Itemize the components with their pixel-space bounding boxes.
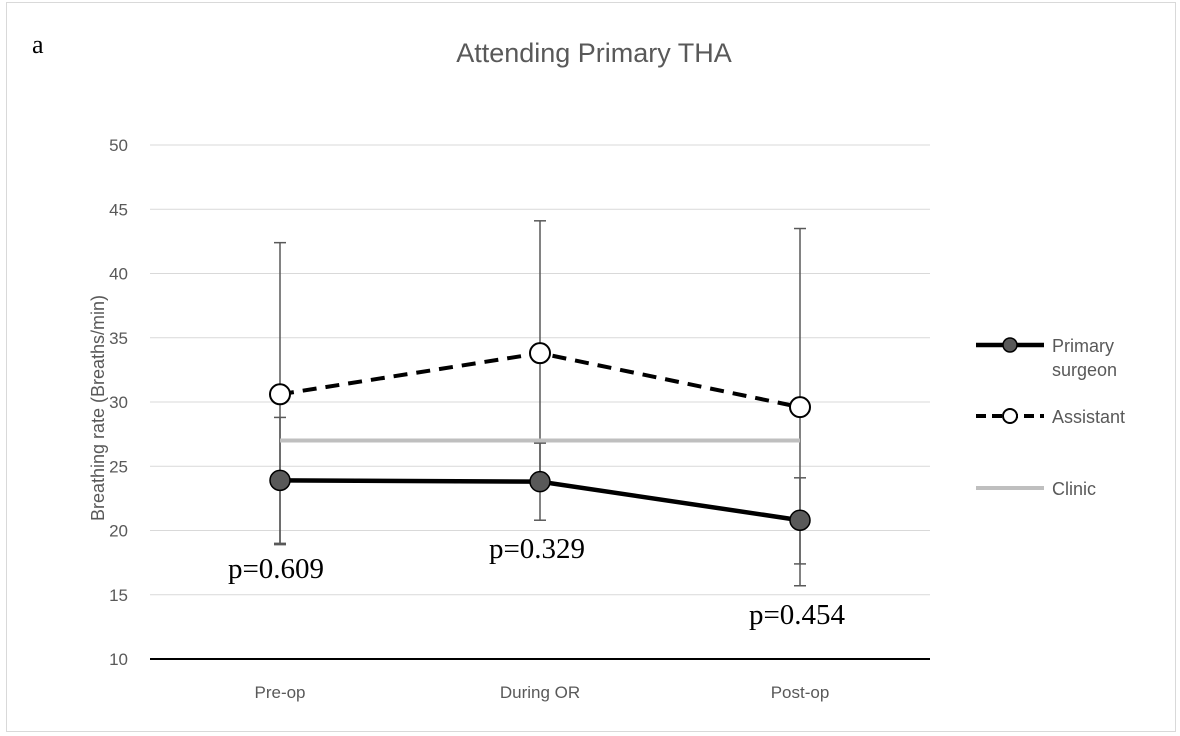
data-point-assistant <box>529 342 551 365</box>
p-value-annotation: p=0.454 <box>749 599 846 631</box>
legend-marker-primary-surgeon <box>1002 337 1018 353</box>
y-tick-label: 50 <box>109 136 128 155</box>
legend-marker-assistant <box>1002 408 1018 424</box>
legend-label-clinic: Clinic <box>1052 479 1096 499</box>
x-tick-label: Post-op <box>771 683 830 702</box>
y-tick-label: 30 <box>109 393 128 412</box>
y-tick-label: 35 <box>109 329 128 348</box>
y-tick-label: 20 <box>109 522 128 541</box>
legend-label-assistant: Assistant <box>1052 407 1125 427</box>
y-tick-label: 10 <box>109 650 128 669</box>
y-tick-label: 25 <box>109 457 128 476</box>
data-point-primary-surgeon <box>529 470 551 493</box>
chart-title: Attending Primary THA <box>456 38 732 68</box>
y-tick-label: 40 <box>109 265 128 284</box>
data-point-assistant <box>269 383 291 406</box>
y-tick-label: 15 <box>109 586 128 605</box>
x-tick-label: During OR <box>500 683 580 702</box>
data-point-primary-surgeon <box>789 509 811 531</box>
legend-label-primary-surgeon: Primary surgeon <box>1052 336 1117 380</box>
panel-label: a <box>32 30 44 59</box>
p-value-annotation: p=0.329 <box>489 533 585 565</box>
x-tick-label: Pre-op <box>254 683 305 702</box>
data-point-assistant <box>789 396 811 419</box>
p-value-annotation: p=0.609 <box>228 553 324 585</box>
y-axis-label: Breathing rate (Breaths/min) <box>88 295 108 521</box>
chart-frame <box>6 2 1176 732</box>
data-point-primary-surgeon <box>269 469 291 492</box>
y-tick-label: 45 <box>109 200 128 219</box>
